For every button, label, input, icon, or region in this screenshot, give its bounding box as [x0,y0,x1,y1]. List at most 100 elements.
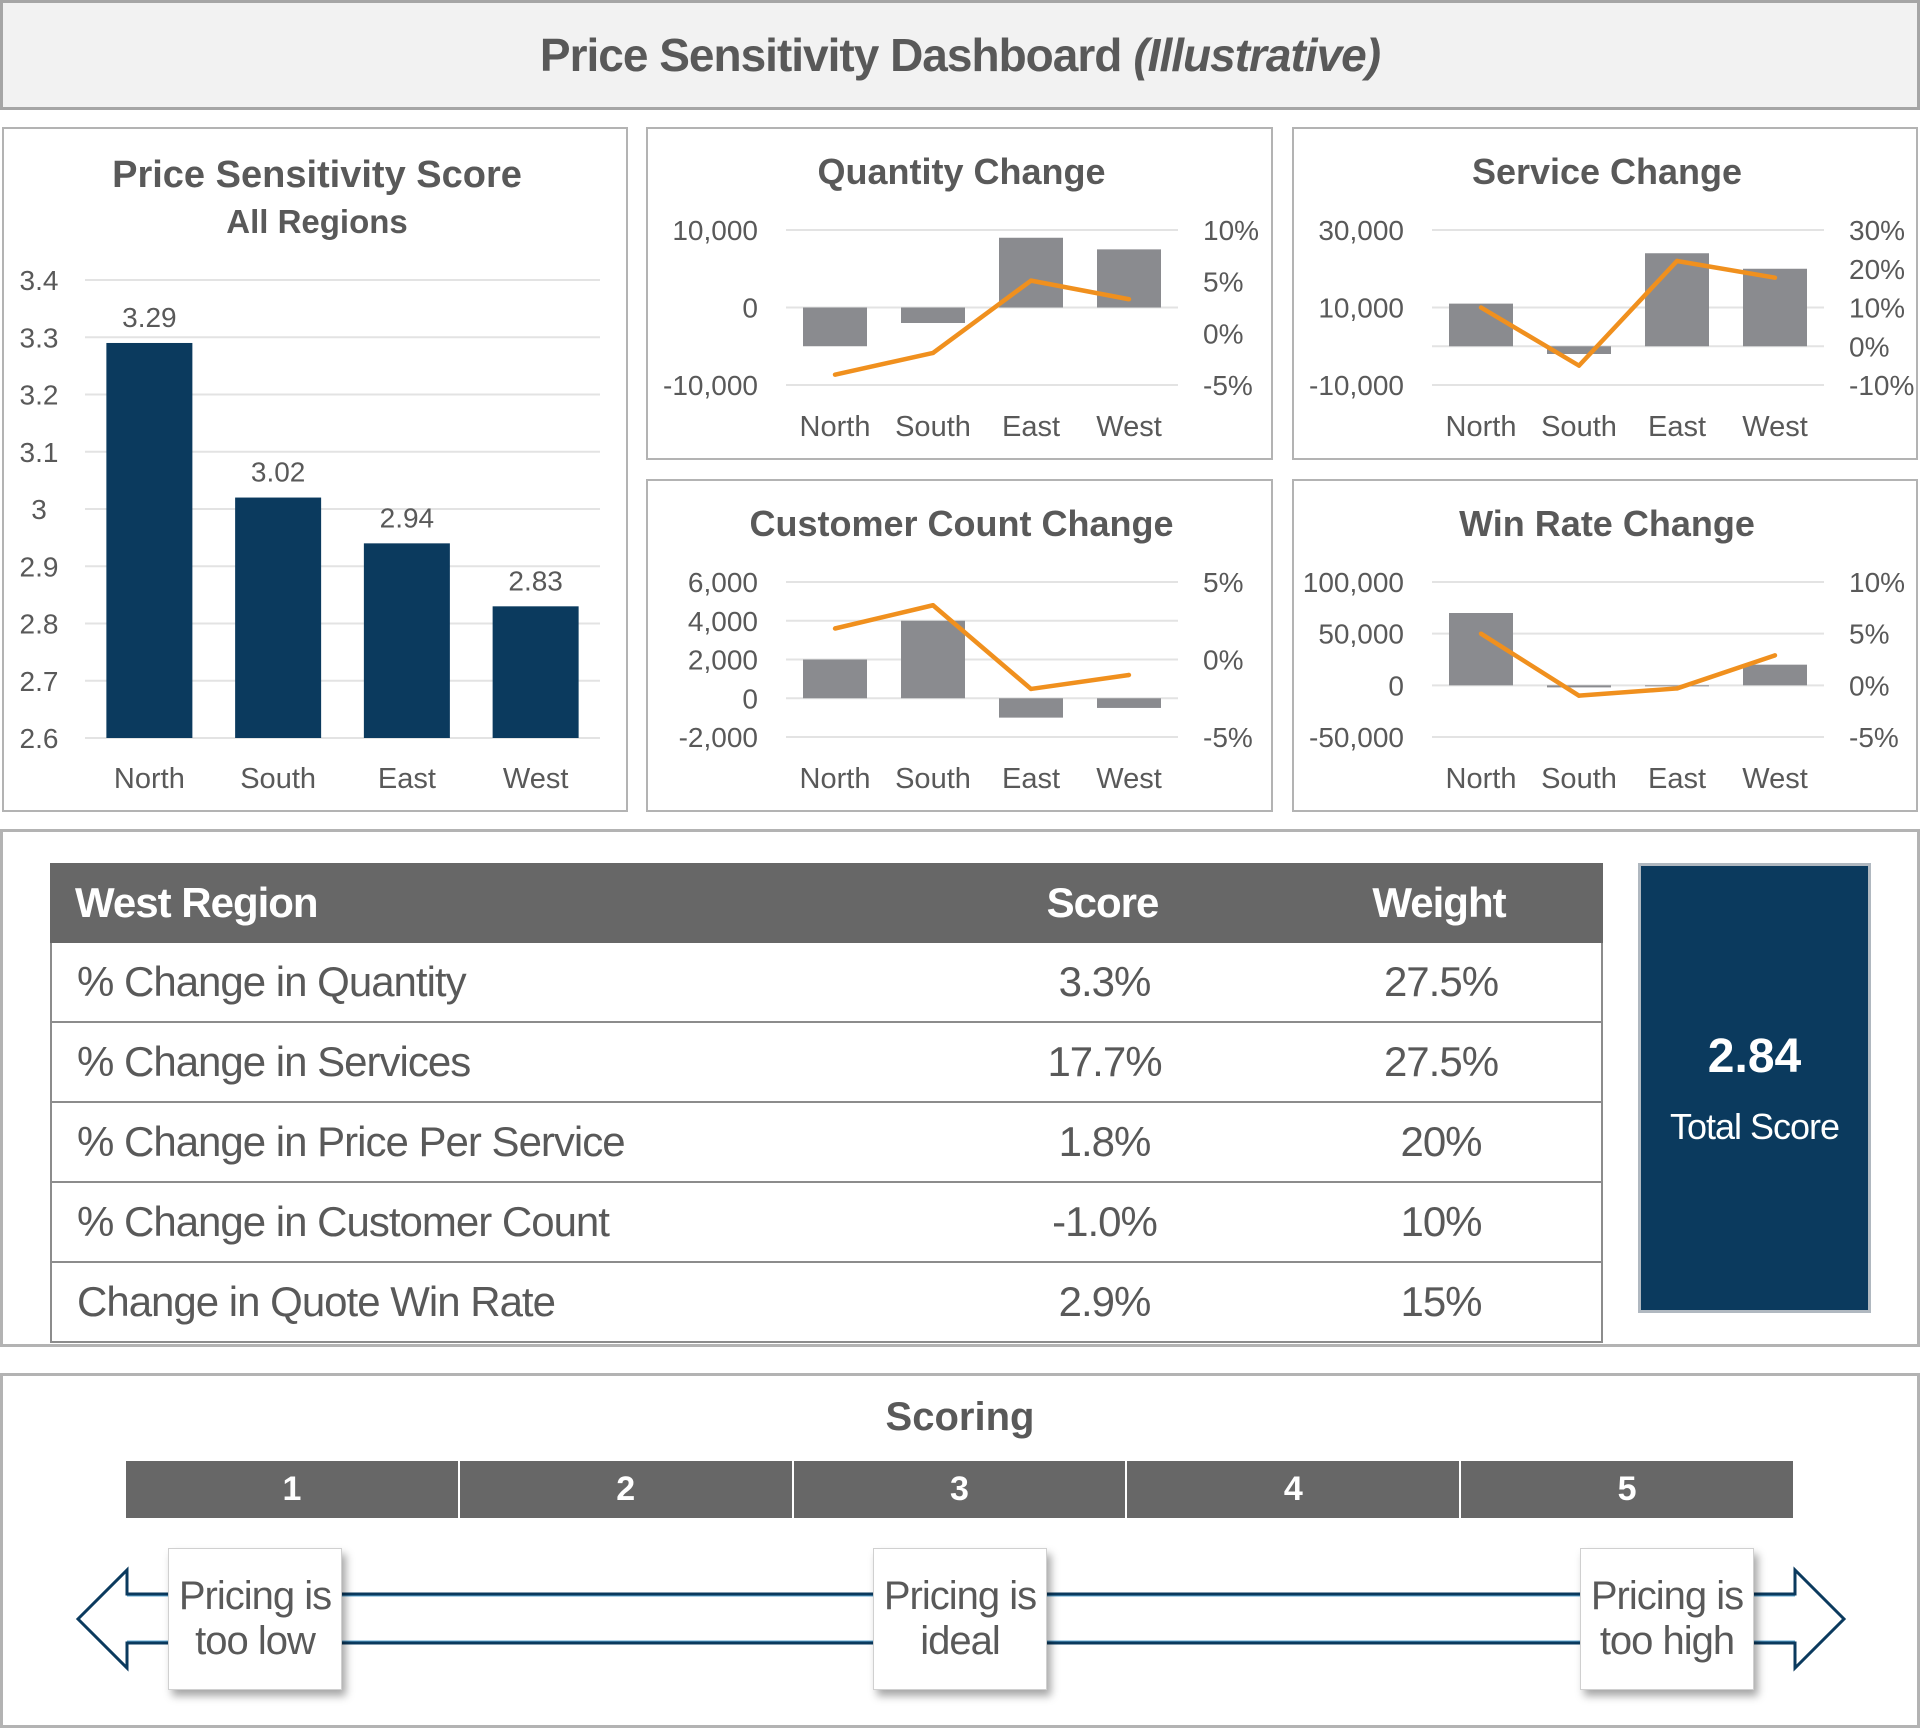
left-axis-label: 30,000 [1318,215,1404,246]
x-tick-label: East [1002,411,1060,443]
total-score-card: 2.84 Total Score [1638,863,1871,1313]
data-label: 2.94 [380,502,435,533]
metric-label: Change in Quote Win Rate [77,1278,556,1325]
bar-east [363,543,450,738]
chart-title: Price Sensitivity Score [112,154,522,196]
x-tick-label: South [240,763,316,795]
data-label: 3.02 [251,457,306,488]
x-tick-label: North [114,763,185,795]
scale-level-2: 2 [457,1461,792,1518]
total-score-value: 2.84 [1707,1029,1802,1083]
quantity-change-chart: Quantity Change 10,000 0 -10,000 10% 5% 0% -5% N… [646,127,1273,460]
x-tick-label: West [1742,411,1808,443]
left-axis-label: 2,000 [688,645,758,676]
chart-title: Quantity Change [817,151,1105,192]
column-header-score: Score [1046,879,1160,926]
left-axis-label: -2,000 [679,722,758,753]
metric-weight: 10% [1400,1198,1482,1245]
line-point-west [1772,275,1778,280]
metric-score: 17.7% [1047,1038,1162,1085]
note-pricing-too-low: Pricing is too low [168,1548,342,1690]
metric-weight: 20% [1400,1118,1482,1165]
right-axis-label: 5% [1203,567,1243,598]
column-header-region: West Region [75,879,319,926]
note-pricing-too-high: Pricing is too high [1580,1548,1754,1690]
left-axis-label: 0 [742,293,758,324]
right-axis-label: 0% [1203,318,1243,349]
line-point-east [1028,278,1034,283]
metric-score: -1.0% [1052,1198,1158,1245]
right-axis-label: 10% [1849,293,1905,324]
x-tick-label: West [1096,411,1162,443]
left-axis-label: 4,000 [688,606,758,637]
line-point-north [1478,305,1484,310]
scale-level-1: 1 [126,1461,458,1518]
left-axis-label: 6,000 [688,567,758,598]
metric-label: % Change in Price Per Service [77,1118,626,1165]
scoring-scale: 1 2 3 4 5 [126,1461,1793,1518]
note-text: Pricing is ideal [883,1574,1037,1663]
bar-west [1743,268,1807,347]
table-header-row: West Region Score Weight [50,863,1603,943]
x-tick-label: East [378,763,436,795]
pct-change-line [834,278,1130,377]
metric-score: 1.8% [1058,1118,1152,1165]
line-point-west [1772,653,1778,658]
right-axis-label: 20% [1849,254,1905,285]
column-header-weight: Weight [1372,879,1506,926]
bar-south [235,497,322,738]
right-axis-label: -5% [1203,370,1253,401]
bar-south [901,307,965,323]
scale-level-4: 4 [1125,1461,1460,1518]
x-tick-label: South [895,763,971,795]
y-tick-label: 3 [31,494,47,525]
line-point-west [1126,297,1132,302]
table-row: % Change in Services 17.7% 27.5% [50,1023,1603,1103]
table-row: Change in Quote Win Rate 2.9% 15% [50,1263,1603,1343]
metric-weight: 15% [1400,1278,1482,1325]
right-axis-label: 0% [1849,331,1889,362]
line-point-east [1674,686,1680,691]
x-tick-label: North [800,411,871,443]
data-label: 3.29 [122,302,177,333]
chart-subtitle: All Regions [226,203,408,240]
y-tick-label: 2.8 [20,609,59,640]
data-label: 2.83 [508,565,563,596]
right-axis-label: 5% [1849,619,1889,650]
x-tick-label: East [1648,411,1706,443]
metric-score: 3.3% [1058,958,1152,1005]
right-axis-label: 0% [1849,670,1889,701]
metric-label: % Change in Services [77,1038,471,1085]
left-axis-label: 100,000 [1303,567,1404,598]
price-sensitivity-score-chart: Price Sensitivity Score All Regions 3.4 3.3… [2,127,628,812]
note-pricing-ideal: Pricing is ideal [873,1548,1047,1690]
bar-north [1449,303,1513,347]
bar-south [1547,346,1611,354]
bar-west [1743,664,1807,686]
line-point-south [1576,363,1582,368]
bar-west [1097,698,1161,708]
service-change-chart: Service Change 30,000 10,000 -10,000 30% 20% 1… [1292,127,1918,460]
left-axis-label: 10,000 [1318,293,1404,324]
x-tick-label: East [1648,763,1706,795]
left-axis-label: 10,000 [672,215,758,246]
right-axis-label: -5% [1849,722,1899,753]
bar-east [999,698,1063,718]
win-rate-change-chart: Win Rate Change 100,000 50,000 0 -50,000 10% 5… [1292,479,1918,812]
scoring-title: Scoring [885,1395,1035,1439]
y-tick-label: 3.3 [20,322,59,353]
x-tick-label: South [1541,763,1617,795]
x-tick-label: West [1096,763,1162,795]
bar-north [803,659,867,699]
line-point-north [832,372,838,377]
x-tick-label: East [1002,763,1060,795]
left-axis-label: -10,000 [663,370,758,401]
bar-south [901,620,965,699]
metric-score: 2.9% [1058,1278,1152,1325]
pct-change-line [1479,258,1776,368]
page-title-suffix: (Illustrative) [1133,29,1381,81]
dashboard-header: Price Sensitivity Dashboard (Illustrativ… [0,0,1920,110]
quantity-chart-svg: Quantity Change 10,000 0 -10,000 10% 5% 0% -5% N… [663,151,1259,443]
x-tick-label: North [1446,411,1517,443]
right-axis-label: 0% [1203,645,1243,676]
